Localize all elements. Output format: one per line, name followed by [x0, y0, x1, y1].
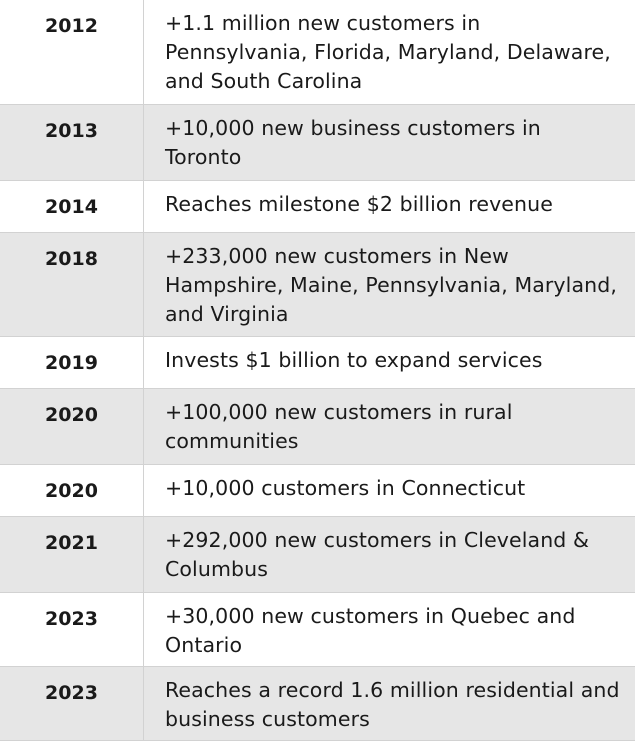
milestone-cell: Reaches a record 1.6 million residential… — [165, 678, 620, 731]
timeline-row: 2023 Reaches a record 1.6 million reside… — [0, 666, 635, 740]
milestone-cell: +30,000 new customers in Quebec and Onta… — [165, 604, 576, 657]
timeline-row: 2013 +10,000 new business customers in T… — [0, 104, 635, 180]
milestone-cell: +100,000 new customers in rural communit… — [165, 400, 513, 453]
milestone-cell: Reaches milestone $2 billion revenue — [165, 192, 553, 216]
milestone-cell: Invests $1 billion to expand services — [165, 348, 543, 372]
timeline-row: 2021 +292,000 new customers in Cleveland… — [0, 516, 635, 592]
milestone-cell: +233,000 new customers in New Hampshire,… — [165, 244, 617, 326]
year-cell: 2018 — [0, 233, 144, 336]
year-cell: 2023 — [0, 593, 144, 666]
milestone-cell: +1.1 million new customers in Pennsylvan… — [165, 11, 611, 93]
timeline-row: 2018 +233,000 new customers in New Hamps… — [0, 232, 635, 336]
year-cell: 2014 — [0, 181, 144, 232]
milestone-cell: +10,000 new business customers in Toront… — [165, 116, 541, 169]
year-cell: 2013 — [0, 105, 144, 180]
year-cell: 2020 — [0, 465, 144, 516]
year-cell: 2021 — [0, 517, 144, 592]
timeline-row: 2014 Reaches milestone $2 billion revenu… — [0, 180, 635, 232]
year-cell: 2023 — [0, 667, 144, 740]
timeline-row: 2020 +100,000 new customers in rural com… — [0, 388, 635, 464]
timeline-row: 2023 +30,000 new customers in Quebec and… — [0, 592, 635, 666]
milestone-cell: +10,000 customers in Connecticut — [165, 476, 526, 500]
milestone-cell: +292,000 new customers in Cleveland & Co… — [165, 528, 590, 581]
year-cell: 2020 — [0, 389, 144, 464]
year-cell: 2019 — [0, 337, 144, 388]
timeline-row: 2019 Invests $1 billion to expand servic… — [0, 336, 635, 388]
timeline-row: 2020 +10,000 customers in Connecticut — [0, 464, 635, 516]
timeline-row: 2012 +1.1 million new customers in Penns… — [0, 0, 635, 104]
year-cell: 2012 — [0, 0, 144, 104]
